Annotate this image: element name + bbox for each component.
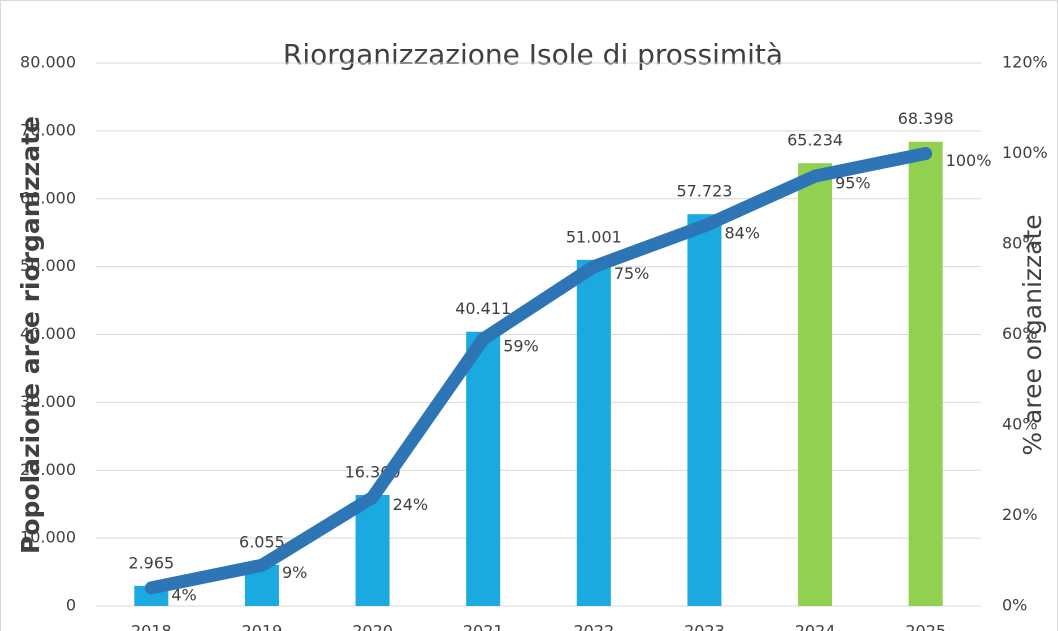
- bar: [576, 259, 611, 606]
- x-tick-label: 2023: [684, 622, 725, 631]
- y-tick-label: 20.000: [20, 460, 76, 479]
- y-tick-label: 30.000: [20, 392, 76, 411]
- x-tick-label: 2025: [905, 622, 946, 631]
- bar: [355, 494, 390, 606]
- x-tick-label: 2022: [573, 622, 614, 631]
- line-value-label: 84%: [724, 223, 760, 242]
- y-tick-label: 40.000: [20, 324, 76, 343]
- y2-tick-label: 120%: [1002, 53, 1048, 72]
- y-tick-label: 80.000: [20, 53, 76, 72]
- bar: [798, 163, 833, 606]
- bar-value-label: 57.723: [676, 182, 732, 201]
- y2-axis-title: % aree organizzate: [1018, 214, 1047, 455]
- bar: [687, 214, 722, 606]
- line-value-label: 9%: [282, 563, 307, 582]
- chart-title: Riorganizzazione Isole di prossimità: [283, 38, 783, 71]
- bar-value-label: 51.001: [566, 227, 622, 246]
- bar-value-label: 68.398: [898, 109, 954, 128]
- line-value-label: 95%: [835, 174, 871, 193]
- bar-value-label: 2.965: [128, 553, 174, 572]
- y2-tick-label: 20%: [1002, 505, 1038, 524]
- line-value-label: 75%: [614, 264, 650, 283]
- y2-tick-label: 40%: [1002, 415, 1038, 434]
- y-tick-label: 10.000: [20, 528, 76, 547]
- y-tick-label: 60.000: [20, 188, 76, 207]
- x-tick-label: 2018: [131, 622, 172, 631]
- y2-tick-label: 100%: [1002, 143, 1048, 162]
- y2-tick-label: 0%: [1002, 596, 1027, 615]
- bar-value-label: 65.234: [787, 131, 843, 150]
- y-tick-label: 70.000: [20, 120, 76, 139]
- bar: [466, 331, 501, 606]
- y-tick-label: 0: [66, 596, 76, 615]
- line-value-label: 24%: [393, 495, 429, 514]
- x-tick-label: 2019: [242, 622, 283, 631]
- bar: [908, 141, 943, 606]
- x-tick-label: 2021: [463, 622, 504, 631]
- y2-tick-label: 80%: [1002, 234, 1038, 253]
- bar-value-label: 40.411: [455, 299, 511, 318]
- y-axis-title: Popolazione aree riorganizzate: [16, 116, 45, 554]
- x-tick-label: 2020: [352, 622, 393, 631]
- line-value-label: 4%: [171, 585, 196, 604]
- x-tick-label: 2024: [795, 622, 836, 631]
- line-value-label: 100%: [946, 151, 992, 170]
- y2-tick-label: 60%: [1002, 324, 1038, 343]
- y-tick-label: 50.000: [20, 256, 76, 275]
- line-value-label: 59%: [503, 337, 539, 356]
- line: [144, 147, 933, 595]
- bar-value-label: 6.055: [239, 532, 285, 551]
